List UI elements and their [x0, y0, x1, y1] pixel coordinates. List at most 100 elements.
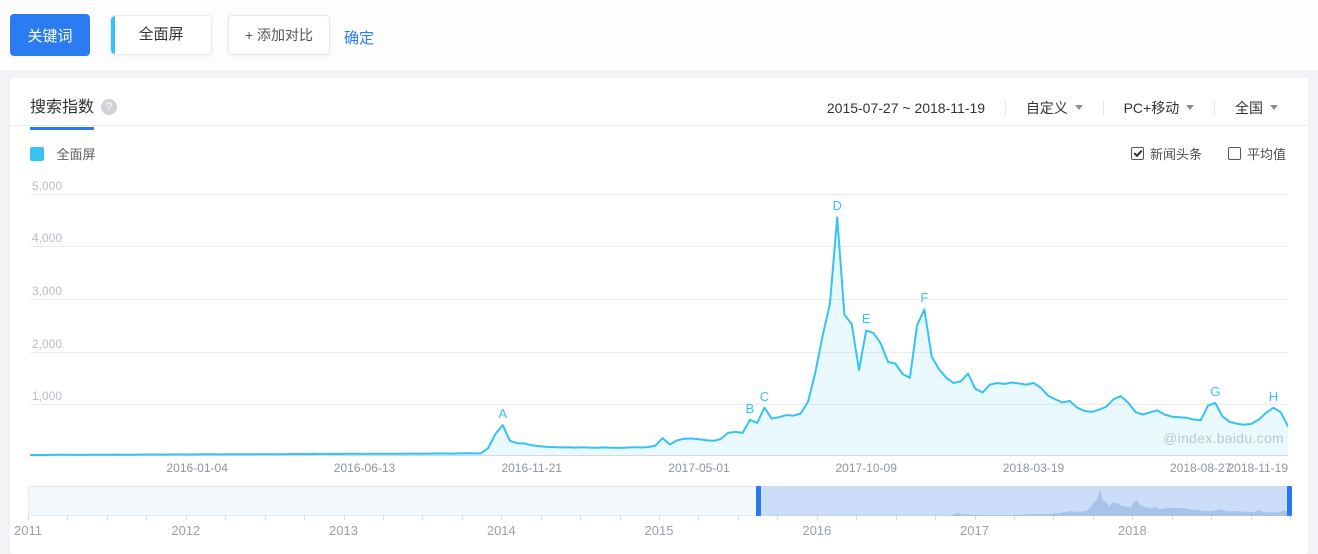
timeline-tick: [816, 516, 818, 520]
legend-item[interactable]: 全面屏: [30, 144, 95, 164]
timeline-tick: [28, 516, 29, 520]
y-axis-label: 1,000: [32, 389, 63, 403]
peak-marker-G[interactable]: G: [1210, 384, 1221, 399]
timeline-tick: [106, 516, 108, 520]
keyword-chip[interactable]: 全面屏: [110, 15, 212, 55]
chart-options: 新闻头条 平均值: [1130, 144, 1286, 163]
confirm-link[interactable]: 确定: [344, 30, 375, 47]
timeline-tick: [1092, 516, 1094, 520]
timeline-tick: [343, 516, 345, 520]
keyword-button[interactable]: 关键词: [10, 14, 90, 56]
timeline-year-label: 2017: [960, 523, 989, 538]
timeline-track[interactable]: [28, 486, 1292, 516]
platform-value: PC+移动: [1123, 100, 1180, 116]
timeline-tick: [1013, 516, 1015, 520]
legend-row: 全面屏 新闻头条 平均值: [30, 144, 1286, 162]
legend-label: 全面屏: [56, 147, 96, 162]
checkbox-icon: [1227, 147, 1241, 160]
timeline-tick: [895, 516, 897, 520]
y-axis-label: 3,000: [32, 283, 63, 298]
timeline-tick: [777, 516, 779, 520]
timeline-tick: [1211, 516, 1213, 520]
watermark: @index.baidu.com: [1163, 430, 1284, 446]
tab-search-index[interactable]: 搜索指数?: [30, 93, 118, 130]
timeline-year-label: 2018: [1117, 523, 1147, 538]
x-axis-line: [30, 455, 1288, 456]
timeline-tick: [935, 516, 937, 520]
peak-marker-E[interactable]: E: [861, 311, 871, 327]
peak-marker-A[interactable]: A: [498, 406, 508, 422]
add-compare-button[interactable]: + 添加对比: [228, 15, 330, 55]
timeline-tick: [1250, 516, 1252, 520]
region-dropdown[interactable]: 全国: [1235, 100, 1278, 116]
timeline-year-label: 2014: [486, 523, 516, 538]
peak-marker-F[interactable]: F: [920, 290, 929, 306]
timeline-tick: [737, 516, 739, 520]
chevron-down-icon: [1186, 105, 1195, 114]
peak-marker-B[interactable]: B: [745, 400, 755, 416]
keyword-chip-label: 全面屏: [138, 26, 184, 43]
series-plot: [30, 216, 1288, 456]
peak-marker-C[interactable]: C: [759, 388, 770, 404]
option-label: 平均值: [1246, 147, 1286, 162]
timeline-year-label: 2015: [644, 523, 674, 538]
timeline-selection[interactable]: [755, 486, 1292, 516]
timeline-tick: [461, 516, 463, 520]
x-axis-label: 2016-11-21: [501, 461, 562, 475]
timeline-handle-right[interactable]: [1286, 486, 1292, 516]
option-average[interactable]: 平均值: [1227, 144, 1286, 163]
gridline: [30, 193, 1288, 195]
timeline-tick: [698, 516, 700, 520]
timeline-year-label: 2012: [171, 523, 201, 538]
x-axis-label: 2018-03-19: [1002, 461, 1065, 475]
panel-header: 搜索指数? 2015-07-27 ~ 2018-11-19 自定义 PC+移动 …: [10, 78, 1308, 130]
y-axis-label: 5,000: [32, 178, 63, 193]
y-axis-label: 4,000: [32, 231, 63, 246]
peak-marker-H[interactable]: H: [1268, 388, 1279, 404]
x-axis-label: 2018-11-19: [1227, 461, 1289, 475]
x-axis-label: 2018-08-27: [1169, 461, 1232, 475]
option-label: 新闻头条: [1149, 147, 1202, 162]
help-icon[interactable]: ?: [101, 99, 118, 115]
timeline-tick: [1053, 516, 1055, 520]
timeline-handle-left[interactable]: [755, 486, 761, 516]
x-axis-label: 2016-06-13: [333, 461, 396, 475]
timeline-year-labels: 2011 2012 2013 2014 2015 2016 2017 2018: [14, 523, 1290, 539]
timeline-tick: [422, 516, 424, 520]
chevron-down-icon: [1074, 105, 1083, 114]
timeline-tick: [580, 516, 582, 520]
timeline-tick: [185, 516, 187, 520]
date-range[interactable]: 2015-07-27 ~ 2018-11-19: [826, 100, 986, 116]
trend-chart[interactable]: @index.baidu.com 1,000 2,000 3,000 4,000 5,0…: [30, 178, 1289, 478]
divider: [1004, 101, 1006, 115]
timeline-tick: [501, 516, 503, 520]
timeline-year-label: 2013: [329, 523, 358, 538]
platform-dropdown[interactable]: PC+移动: [1124, 100, 1195, 116]
timeline-tick: [225, 516, 227, 520]
timeline-year-label: 2011: [14, 523, 42, 538]
gridline: [30, 298, 1288, 300]
timeline-slider[interactable]: 2011 2012 2013 2014 2015 2016 2017 2018: [14, 486, 1292, 548]
timeline-ticks: [28, 516, 1291, 521]
search-index-panel: 搜索指数? 2015-07-27 ~ 2018-11-19 自定义 PC+移动 …: [10, 78, 1308, 554]
range-mode-dropdown[interactable]: 自定义: [1026, 100, 1083, 116]
tab-label: 搜索指数: [30, 93, 95, 130]
region-value: 全国: [1235, 100, 1263, 116]
timeline-tick: [619, 516, 621, 520]
chart-controls: 2015-07-27 ~ 2018-11-19 自定义 PC+移动 全国: [827, 98, 1278, 118]
timeline-tick: [264, 516, 266, 520]
keyword-color-indicator: [111, 16, 115, 54]
timeline-mini-chart: [757, 490, 1291, 516]
timeline-tick: [974, 516, 976, 520]
divider: [1214, 101, 1216, 115]
timeline-tick: [146, 516, 148, 520]
checkbox-icon: [1130, 147, 1144, 160]
timeline-tick: [540, 516, 542, 520]
timeline-tick: [382, 516, 384, 520]
option-news-headlines[interactable]: 新闻头条: [1130, 144, 1202, 163]
peak-marker-D[interactable]: D: [832, 198, 842, 214]
timeline-tick: [1171, 516, 1173, 520]
gridline: [30, 246, 1288, 248]
x-axis-label: 2016-01-04: [166, 461, 228, 475]
legend-color-swatch: [30, 147, 44, 161]
